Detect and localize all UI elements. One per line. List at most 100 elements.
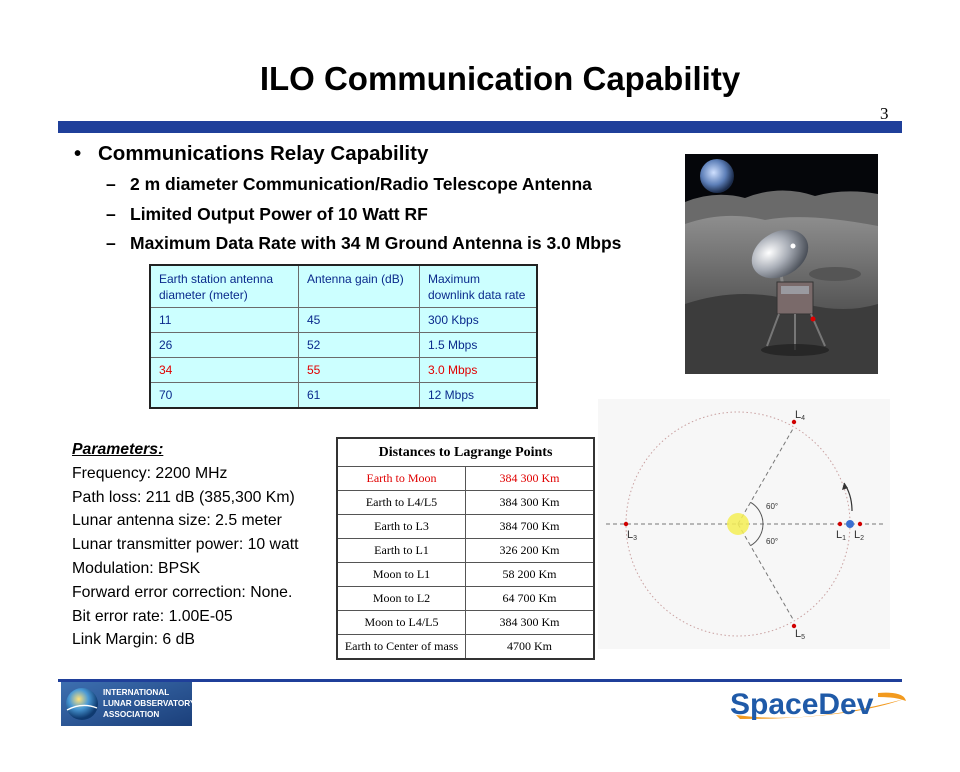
header-cell: Earth station antenna diameter (meter) <box>149 264 299 308</box>
table-cell: 384 300 Km <box>465 466 595 491</box>
angle-arc-top <box>750 501 764 525</box>
table-cell: Moon to L1 <box>336 562 466 587</box>
table-header-row: Earth station antenna diameter (meter) A… <box>149 264 538 308</box>
table-cell: 55 <box>298 357 420 383</box>
table-cell: 12 Mbps <box>419 382 538 409</box>
table-title-row: Distances to Lagrange Points <box>336 437 595 467</box>
parameter-line: Lunar antenna size: 2.5 meter <box>72 512 282 530</box>
ilo-association-logo: INTERNATIONAL LUNAR OBSERVATORY ASSOCIAT… <box>61 682 192 726</box>
table-row: Earth to L4/L5 384 300 Km <box>336 490 595 515</box>
table-row: 70 61 12 Mbps <box>149 382 538 409</box>
l2-label: L2 <box>854 529 864 542</box>
parameter-line: Path loss: 211 dB (385,300 Km) <box>72 488 295 506</box>
table-row: Moon to L2 64 700 Km <box>336 586 595 611</box>
table-cell: 70 <box>149 382 299 409</box>
earth-point <box>727 513 749 535</box>
sub-bullet: – 2 m diameter Communication/Radio Teles… <box>74 170 621 200</box>
table-cell: 61 <box>298 382 420 409</box>
table-row-highlighted: Earth to Moon 384 300 Km <box>336 466 595 491</box>
page-number: 3 <box>880 104 889 123</box>
table-row: 26 52 1.5 Mbps <box>149 332 538 358</box>
angle-arc-bottom <box>750 523 764 547</box>
parameter-line: Link Margin: 6 dB <box>72 631 195 649</box>
table-row: 11 45 300 Kbps <box>149 307 538 333</box>
parameters-block: Parameters: Frequency: 2200 MHz Path los… <box>72 438 299 652</box>
parameter-line: Modulation: BPSK <box>72 559 201 577</box>
bullet-main: • Communications Relay Capability <box>74 138 621 170</box>
sub-bullet-text: Limited Output Power of 10 Watt RF <box>130 203 428 224</box>
table-cell: Earth to L1 <box>336 538 466 563</box>
lagrange-points-diagram: L4 L5 L3 L1 L2 60° 60° <box>598 399 890 649</box>
table-row-highlighted: 34 55 3.0 Mbps <box>149 357 538 383</box>
table-title: Distances to Lagrange Points <box>336 437 595 467</box>
parameter-line: Frequency: 2200 MHz <box>72 464 228 482</box>
lagrange-distance-table: Distances to Lagrange Points Earth to Mo… <box>336 437 595 660</box>
sub-bullet: – Limited Output Power of 10 Watt RF <box>74 200 621 230</box>
table-cell: 3.0 Mbps <box>419 357 538 383</box>
sub-bullet-text: Maximum Data Rate with 34 M Ground Anten… <box>130 233 622 254</box>
table-row: Earth to L1 326 200 Km <box>336 538 595 563</box>
table-cell: 384 300 Km <box>465 490 595 515</box>
l1-point <box>837 521 843 527</box>
l3-label: L3 <box>627 529 637 542</box>
table-cell: Earth to Moon <box>336 466 466 491</box>
l4-point <box>791 419 797 425</box>
moon-point <box>846 520 854 528</box>
bullet-main-text: Communications Relay Capability <box>98 142 429 165</box>
l2-point <box>857 521 863 527</box>
table-cell: 384 700 Km <box>465 514 595 539</box>
table-cell: 326 200 Km <box>465 538 595 563</box>
l4-line <box>737 426 795 525</box>
table-cell: 26 <box>149 332 299 358</box>
parameters-heading: Parameters: <box>72 441 164 458</box>
dash-icon: – <box>106 174 116 195</box>
table-cell: Earth to L4/L5 <box>336 490 466 515</box>
table-cell: 1.5 Mbps <box>419 332 538 358</box>
dash-icon: – <box>106 203 116 224</box>
table-cell: 52 <box>298 332 420 358</box>
table-cell: 4700 Km <box>465 634 595 660</box>
angle-label-bottom: 60° <box>766 537 778 546</box>
bullet-list: • Communications Relay Capability – 2 m … <box>74 138 621 259</box>
spacedev-wordmark: SpaceDev <box>730 688 874 721</box>
table-cell: 384 300 Km <box>465 610 595 635</box>
l3-point <box>623 521 629 527</box>
ilo-logo-line: LUNAR OBSERVATORY <box>103 699 192 708</box>
ilo-logo-line: INTERNATIONAL <box>103 688 169 697</box>
sub-bullet-text: 2 m diameter Communication/Radio Telesco… <box>130 174 592 195</box>
bullet-dot-icon: • <box>74 142 82 165</box>
l1-label: L1 <box>836 529 846 542</box>
header-cell: Antenna gain (dB) <box>298 264 420 308</box>
table-cell: Earth to L3 <box>336 514 466 539</box>
parameter-line: Bit error rate: 1.00E-05 <box>72 607 233 625</box>
lunar-antenna-photo <box>685 154 878 374</box>
l4-label: L4 <box>795 409 805 422</box>
table-cell: 34 <box>149 357 299 383</box>
table-cell: Earth to Center of mass <box>336 634 466 660</box>
dash-icon: – <box>106 233 116 254</box>
table-row: Moon to L4/L5 384 300 Km <box>336 610 595 635</box>
antenna-gain-table: Earth station antenna diameter (meter) A… <box>149 264 538 409</box>
table-cell: 300 Kbps <box>419 307 538 333</box>
table-row: Earth to Center of mass 4700 Km <box>336 634 595 660</box>
spacedev-logo: SpaceDev <box>730 688 906 721</box>
header-cell: Maximum downlink data rate <box>419 264 538 308</box>
table-cell: 45 <box>298 307 420 333</box>
table-cell: 58 200 Km <box>465 562 595 587</box>
slide-title: ILO Communication Capability <box>259 60 741 97</box>
globe-icon <box>66 688 98 720</box>
table-cell: 11 <box>149 307 299 333</box>
angle-label-top: 60° <box>766 502 778 511</box>
ilo-logo-line: ASSOCIATION <box>103 710 159 719</box>
parameter-line: Forward error correction: None. <box>72 583 293 601</box>
footer-divider-bar <box>58 679 902 682</box>
arrow-head-icon <box>842 483 848 490</box>
parameter-line: Lunar transmitter power: 10 watt <box>72 536 299 554</box>
table-cell: 64 700 Km <box>465 586 595 611</box>
table-row: Moon to L1 58 200 Km <box>336 562 595 587</box>
swoosh-icon <box>736 699 904 719</box>
header-divider-bar <box>58 121 902 133</box>
l5-point <box>791 623 797 629</box>
l5-line <box>737 523 795 622</box>
table-cell: Moon to L4/L5 <box>336 610 466 635</box>
